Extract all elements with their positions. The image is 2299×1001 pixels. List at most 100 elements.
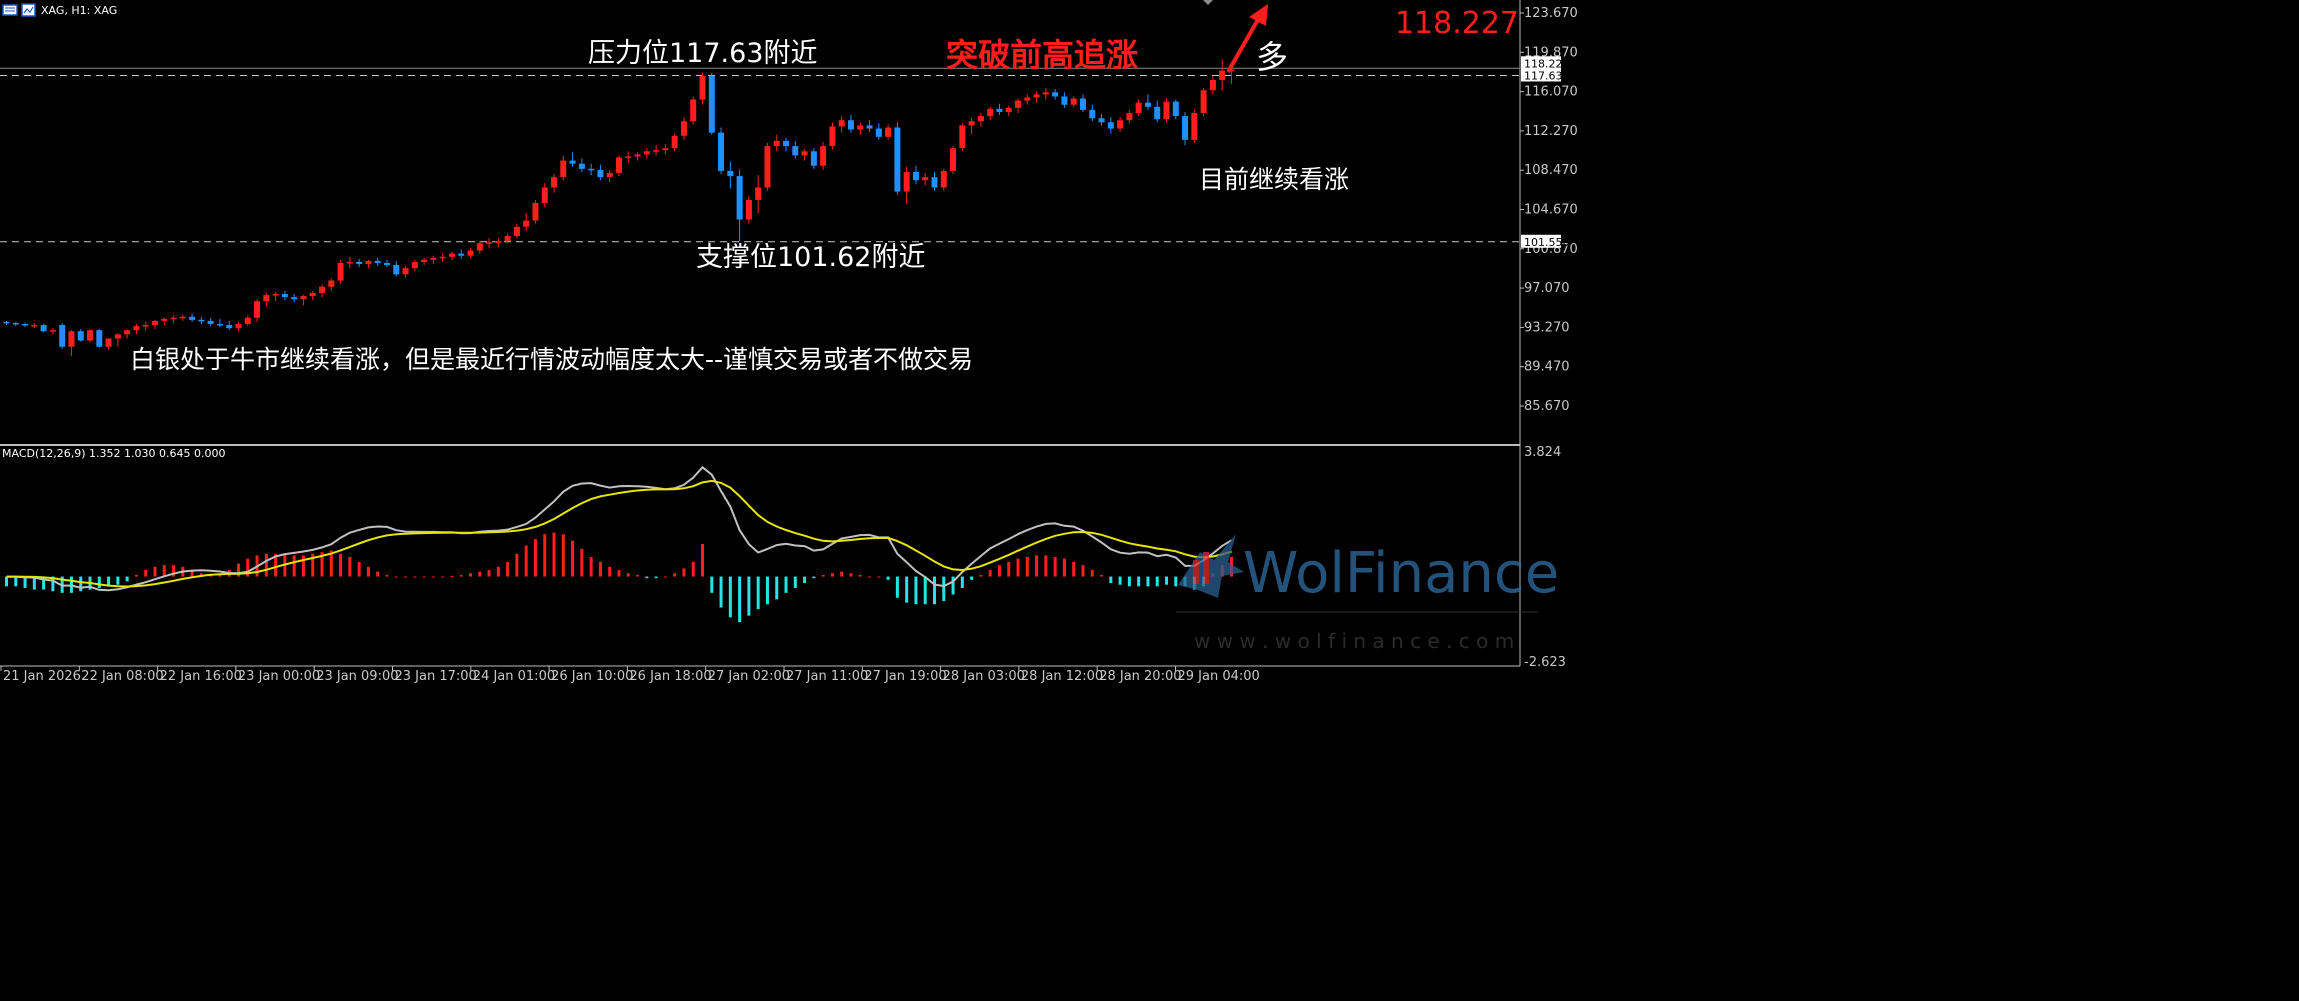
candle — [894, 122, 901, 195]
candle-body — [987, 108, 994, 117]
macd-histogram-bar — [979, 574, 983, 577]
macd-histogram-bar — [970, 576, 974, 580]
candle — [792, 140, 799, 159]
chart-menu-icon[interactable] — [2, 4, 18, 16]
macd-histogram-bar — [756, 576, 760, 610]
price-axis-label: 97.070 — [1524, 281, 1570, 296]
macd-histogram-bar — [933, 576, 936, 605]
candle — [959, 123, 966, 152]
candle — [216, 318, 223, 328]
time-axis-label: 27 Jan 11:00 — [786, 669, 868, 684]
chart-shift-marker[interactable] — [1203, 0, 1213, 5]
macd-histogram-bar — [218, 574, 222, 577]
candle-body — [467, 250, 474, 256]
candle — [49, 328, 56, 335]
candle — [1117, 117, 1124, 132]
candle-body — [875, 128, 882, 137]
candle-body — [1191, 113, 1198, 140]
candle — [1079, 94, 1086, 112]
candle — [866, 120, 873, 132]
candle — [569, 152, 576, 167]
macd-histogram-bar — [747, 576, 751, 616]
candle-body — [1024, 97, 1031, 101]
candle-body — [1163, 101, 1170, 120]
candle-body — [745, 199, 752, 220]
macd-histogram-bar — [1035, 555, 1039, 577]
macd-histogram-bar — [116, 576, 120, 585]
macd-histogram-bar — [580, 548, 584, 577]
macd-indicator-title: MACD(12,26,9) 1.352 1.030 0.645 0.000 — [2, 447, 226, 460]
macd-histogram-bar — [246, 558, 250, 577]
time-axis-label: 24 Jan 01:00 — [473, 669, 555, 684]
macd-histogram-bar — [487, 570, 491, 577]
candle-body — [114, 334, 121, 339]
candle — [1070, 96, 1077, 107]
candle — [578, 158, 585, 172]
candle — [226, 320, 233, 331]
candle-body — [421, 259, 428, 262]
candle — [281, 290, 288, 301]
candle-body — [838, 120, 845, 127]
candle-body — [22, 323, 29, 326]
candle — [699, 72, 706, 105]
candle-body — [374, 260, 381, 263]
candle — [810, 148, 817, 169]
candle — [931, 171, 938, 191]
macd-signal-line — [6, 479, 1232, 588]
macd-histogram-bar — [32, 576, 36, 590]
candle — [1182, 111, 1189, 146]
macd-histogram-bar — [301, 555, 305, 577]
macd-histogram-bar — [775, 576, 779, 600]
macd-histogram-bar — [515, 553, 519, 577]
time-axis-label: 22 Jan 16:00 — [160, 669, 242, 684]
time-axis-label: 28 Jan 03:00 — [943, 669, 1025, 684]
price-label-box — [1521, 56, 1561, 70]
summary-annotation: 白银处于牛市继续看涨，但是最近行情波动幅度太大--谨慎交易或者不做交易 — [130, 345, 973, 374]
macd-histogram-bar — [765, 576, 769, 605]
macd-line — [6, 465, 1233, 592]
candle — [467, 248, 474, 258]
macd-histogram-bar — [311, 553, 315, 577]
candle-body — [968, 121, 975, 126]
candle-body — [912, 171, 919, 181]
candle-body — [1005, 107, 1012, 112]
chart-header: XAG, H1: XAG — [2, 3, 117, 17]
candle — [718, 127, 725, 175]
macd-histogram-bar — [710, 576, 714, 593]
candle — [189, 313, 196, 322]
price-axis-label: 93.270 — [1524, 320, 1570, 335]
candle — [745, 195, 752, 224]
candle-body — [996, 108, 1003, 112]
candle — [170, 315, 177, 323]
macd-histogram-bar — [645, 576, 649, 579]
candle — [151, 319, 158, 330]
candle — [1033, 91, 1040, 103]
candle-body — [922, 177, 929, 181]
candle — [615, 155, 622, 177]
macd-histogram-bar — [5, 576, 8, 587]
candle-body — [124, 330, 131, 335]
candle-body — [699, 75, 706, 100]
candle — [820, 141, 827, 170]
candle-body — [857, 125, 864, 130]
candle — [393, 260, 400, 277]
candle-body — [161, 318, 168, 321]
candle-body — [309, 292, 316, 297]
long-annotation: 多 — [1256, 38, 1288, 76]
candle-body — [736, 176, 743, 220]
macd-histogram-bar — [469, 573, 472, 577]
candle — [634, 152, 641, 161]
macd-histogram-bar — [1174, 576, 1178, 587]
candle — [254, 299, 261, 322]
candle-body — [532, 202, 539, 221]
candle-body — [755, 187, 762, 200]
candle-body — [1089, 109, 1096, 119]
candle — [96, 329, 103, 348]
macd-histogram-bar — [264, 553, 268, 577]
candle — [68, 330, 75, 357]
macd-histogram-bar — [877, 576, 881, 578]
candle-body — [263, 295, 270, 302]
candle-body — [504, 236, 511, 242]
